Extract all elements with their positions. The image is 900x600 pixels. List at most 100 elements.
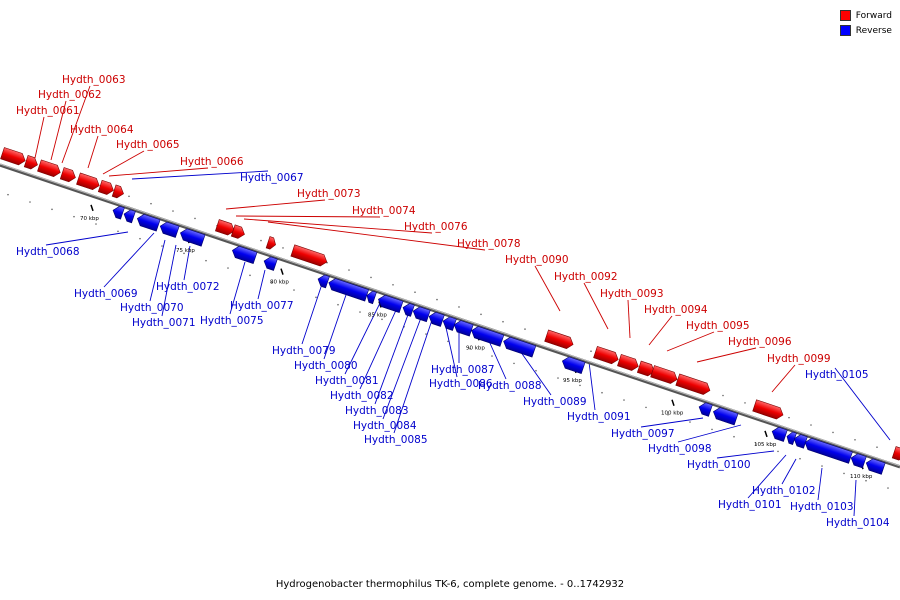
- reverse-gene-arrow[interactable]: [427, 311, 445, 327]
- forward-gene-arrow[interactable]: [636, 360, 656, 377]
- scale-tick-label: 105 kbp: [754, 442, 777, 448]
- reverse-gene-arrow[interactable]: [262, 255, 278, 271]
- forward-gene-label[interactable]: Hydth_0090: [505, 254, 569, 266]
- reverse-gene-arrow[interactable]: [864, 457, 886, 475]
- reverse-gene-arrow[interactable]: [770, 426, 788, 442]
- forward-gene-label[interactable]: Hydth_0061: [16, 105, 80, 117]
- forward-gene-arrow[interactable]: [0, 147, 28, 166]
- reverse-gene-arrow[interactable]: [411, 305, 431, 323]
- reverse-gene-arrow[interactable]: [376, 294, 404, 313]
- reverse-gene-label[interactable]: Hydth_0088: [478, 380, 542, 392]
- reverse-gene-label[interactable]: Hydth_0085: [364, 434, 428, 446]
- reverse-gene-arrow[interactable]: [502, 336, 537, 358]
- reverse-gene-label[interactable]: Hydth_0101: [718, 499, 782, 511]
- reverse-gene-arrow[interactable]: [401, 302, 415, 317]
- reverse-gene-label[interactable]: Hydth_0084: [353, 420, 417, 432]
- reverse-gene-arrow[interactable]: [470, 325, 505, 347]
- reverse-gene-arrow[interactable]: [849, 452, 867, 469]
- forward-gene-arrow[interactable]: [76, 172, 101, 191]
- forward-gene-arrow[interactable]: [37, 159, 62, 178]
- forward-gene-arrow[interactable]: [617, 353, 640, 372]
- reverse-gene-label[interactable]: Hydth_0079: [272, 345, 336, 357]
- reverse-gene-arrow[interactable]: [158, 220, 180, 238]
- forward-gene-arrow[interactable]: [214, 219, 236, 237]
- forward-gene-label[interactable]: Hydth_0095: [686, 320, 750, 332]
- reverse-gene-arrow[interactable]: [711, 406, 739, 426]
- reverse-gene-label[interactable]: Hydth_0105: [805, 369, 869, 381]
- leader-line: [648, 315, 673, 346]
- reverse-gene-arrow[interactable]: [178, 227, 206, 247]
- reverse-gene-arrow[interactable]: [441, 315, 457, 331]
- reverse-gene-label[interactable]: Hydth_0083: [345, 405, 409, 417]
- forward-gene-arrow[interactable]: [59, 167, 77, 184]
- reverse-gene-label[interactable]: Hydth_0070: [120, 302, 184, 314]
- reverse-gene-label[interactable]: Hydth_0098: [648, 443, 712, 455]
- leader-line: [301, 286, 322, 345]
- reverse-gene-label[interactable]: Hydth_0072: [156, 281, 220, 293]
- reverse-gene-arrow[interactable]: [111, 205, 125, 220]
- forward-gene-arrow[interactable]: [675, 373, 712, 396]
- reverse-gene-label[interactable]: Hydth_0068: [16, 246, 80, 258]
- forward-gene-label[interactable]: Hydth_0099: [767, 353, 831, 365]
- forward-gene-arrow[interactable]: [111, 184, 125, 200]
- forward-gene-label[interactable]: Hydth_0062: [38, 89, 102, 101]
- reverse-gene-arrow[interactable]: [792, 433, 808, 449]
- forward-gene-label[interactable]: Hydth_0093: [600, 288, 664, 300]
- reverse-gene-label[interactable]: Hydth_0089: [523, 396, 587, 408]
- reverse-gene-arrow[interactable]: [365, 290, 377, 305]
- reverse-gene-label[interactable]: Hydth_0086: [429, 378, 493, 390]
- reverse-gene-label[interactable]: Hydth_0104: [826, 517, 890, 529]
- forward-gene-label[interactable]: Hydth_0092: [554, 271, 618, 283]
- forward-gene-arrow[interactable]: [23, 155, 39, 170]
- reverse-gene-arrow[interactable]: [230, 245, 258, 265]
- forward-gene-label[interactable]: Hydth_0064: [70, 124, 134, 136]
- reverse-gene-label[interactable]: Hydth_0067: [240, 172, 304, 184]
- reverse-swatch-icon: [839, 25, 851, 36]
- reverse-gene-label[interactable]: Hydth_0103: [790, 501, 854, 513]
- reverse-gene-arrow[interactable]: [327, 277, 370, 302]
- forward-gene-arrow[interactable]: [290, 244, 329, 268]
- reverse-gene-arrow[interactable]: [122, 208, 136, 224]
- forward-gene-arrow[interactable]: [265, 236, 277, 251]
- reverse-gene-arrow[interactable]: [316, 273, 330, 289]
- forward-gene-label[interactable]: Hydth_0065: [116, 139, 180, 151]
- forward-gene-label[interactable]: Hydth_0066: [180, 156, 244, 168]
- forward-gene-arrow[interactable]: [544, 329, 575, 350]
- forward-gene-arrow[interactable]: [97, 179, 115, 196]
- forward-gene-label[interactable]: Hydth_0096: [728, 336, 792, 348]
- forward-gene-label[interactable]: Hydth_0076: [404, 221, 468, 233]
- reverse-gene-label[interactable]: Hydth_0087: [431, 364, 495, 376]
- reverse-gene-label[interactable]: Hydth_0080: [294, 360, 358, 372]
- forward-gene-arrow[interactable]: [593, 345, 621, 365]
- legend-item-reverse: Reverse: [839, 23, 892, 38]
- reverse-gene-label[interactable]: Hydth_0075: [200, 315, 264, 327]
- reverse-gene-label[interactable]: Hydth_0082: [330, 390, 394, 402]
- forward-gene-arrow[interactable]: [230, 224, 246, 240]
- map-caption: Hydrogenobacter thermophilus TK-6, compl…: [275, 579, 625, 590]
- reverse-gene-label[interactable]: Hydth_0071: [132, 317, 196, 329]
- reverse-gene-arrow[interactable]: [135, 213, 161, 232]
- reverse-gene-arrow[interactable]: [560, 355, 586, 375]
- leader-line: [267, 221, 486, 251]
- reverse-gene-arrow[interactable]: [785, 431, 797, 445]
- reverse-gene-label[interactable]: Hydth_0097: [611, 428, 675, 440]
- reverse-gene-label[interactable]: Hydth_0091: [567, 411, 631, 423]
- reverse-gene-label[interactable]: Hydth_0077: [230, 300, 294, 312]
- forward-gene-label[interactable]: Hydth_0078: [457, 238, 521, 250]
- reverse-gene-arrow[interactable]: [452, 319, 474, 337]
- forward-gene-arrow[interactable]: [752, 399, 785, 421]
- forward-gene-arrow[interactable]: [891, 446, 900, 462]
- forward-gene-label[interactable]: Hydth_0073: [297, 188, 361, 200]
- scale-tick-label: 85 kbp: [368, 312, 387, 318]
- reverse-gene-arrow[interactable]: [697, 401, 713, 417]
- reverse-gene-label[interactable]: Hydth_0081: [315, 375, 379, 387]
- forward-gene-label[interactable]: Hydth_0094: [644, 304, 708, 316]
- reverse-gene-label[interactable]: Hydth_0100: [687, 459, 751, 471]
- forward-gene-arrow[interactable]: [650, 365, 679, 385]
- reverse-gene-label[interactable]: Hydth_0102: [752, 485, 816, 497]
- forward-gene-label[interactable]: Hydth_0074: [352, 205, 416, 217]
- forward-gene-label[interactable]: Hydth_0063: [62, 74, 126, 86]
- reverse-gene-label[interactable]: Hydth_0069: [74, 288, 138, 300]
- reverse-gene-arrow[interactable]: [803, 437, 853, 464]
